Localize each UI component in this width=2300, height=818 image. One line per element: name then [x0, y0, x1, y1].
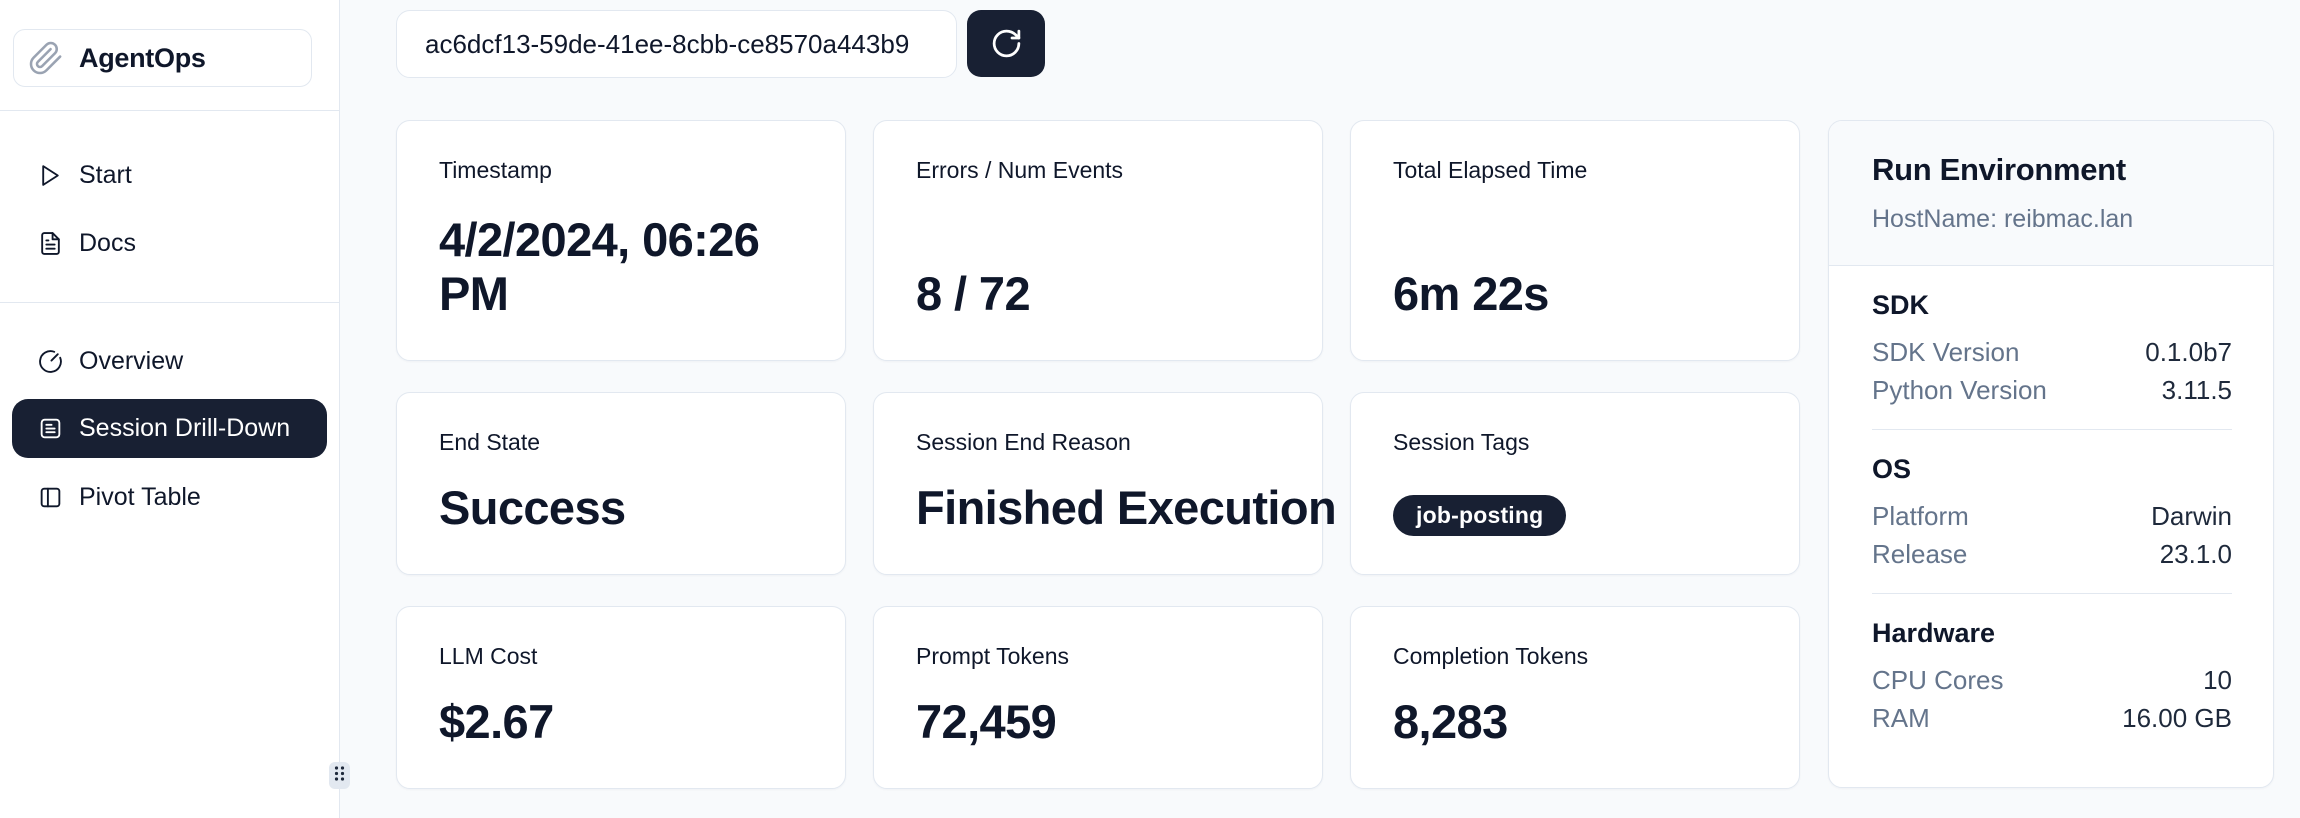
sidebar-item-label: Pivot Table: [79, 482, 201, 511]
hostname-text: HostName: reibmac.lan: [1872, 205, 2134, 233]
metric-card-session-tags: Session Tags job-posting: [1350, 392, 1800, 575]
session-icon: [38, 416, 63, 441]
metric-card-value: 6m 22s: [1393, 267, 1549, 321]
env-row-label: Python Version: [1872, 375, 2047, 405]
env-section-hardware: Hardware CPU Cores 10 RAM 16.00 GB: [1872, 594, 2232, 757]
gauge-icon: [38, 349, 63, 374]
metric-card-value: 8,283: [1393, 695, 1508, 749]
metric-card-label: Completion Tokens: [1393, 643, 1589, 669]
agentops-logo-icon: [28, 40, 64, 76]
sidebar-item-overview[interactable]: Overview: [0, 327, 339, 395]
metric-card-value: 72,459: [916, 695, 1057, 749]
metric-card-value: 8 / 72: [916, 267, 1031, 321]
env-row-release: Release 23.1.0: [1872, 535, 2232, 573]
env-row-value: 0.1.0b7: [2145, 337, 2232, 367]
agentops-logo[interactable]: AgentOps: [13, 29, 312, 87]
env-section-os: OS Platform Darwin Release 23.1.0: [1872, 430, 2232, 594]
env-section-heading: Hardware: [1872, 618, 1996, 648]
metric-card-value: Finished Execution: [916, 481, 1337, 535]
session-tags-row: job-posting: [1393, 495, 1757, 536]
pivot-icon: [38, 485, 63, 510]
metric-card-llm-cost: LLM Cost $2.67: [396, 606, 846, 789]
env-row-label: CPU Cores: [1872, 665, 2004, 695]
env-row-label: Platform: [1872, 501, 1969, 531]
env-row-cpu-cores: CPU Cores 10: [1872, 661, 2232, 699]
metric-card-label: Errors / Num Events: [916, 157, 1124, 183]
metric-card-label: Prompt Tokens: [916, 643, 1069, 669]
metric-card-end-state: End State Success: [396, 392, 846, 575]
sidebar-item-label: Overview: [79, 346, 184, 375]
session-tag-badge[interactable]: job-posting: [1393, 495, 1567, 536]
sidebar-item-start[interactable]: Start: [0, 141, 339, 209]
env-row-platform: Platform Darwin: [1872, 497, 2232, 535]
metric-card-timestamp: Timestamp 4/2/2024, 06:26 PM: [396, 120, 846, 361]
metric-card-value: 4/2/2024, 06:26 PM: [439, 212, 760, 321]
run-environment-body: SDK SDK Version 0.1.0b7 Python Version 3.11.…: [1829, 266, 2273, 757]
env-section-sdk: SDK SDK Version 0.1.0b7 Python Version 3.11.…: [1872, 266, 2232, 430]
env-row-python-version: Python Version 3.11.5: [1872, 371, 2232, 409]
docs-icon: [38, 231, 63, 256]
env-section-heading: OS: [1872, 454, 1912, 484]
refresh-button[interactable]: [967, 10, 1045, 77]
metric-card-label: Session Tags: [1393, 429, 1530, 455]
sidebar-resize-handle[interactable]: [329, 762, 350, 789]
sidebar-item-label: Docs: [79, 228, 136, 257]
env-row-sdk-version: SDK Version 0.1.0b7: [1872, 333, 2232, 371]
sidebar-item-label: Session Drill-Down: [79, 414, 291, 442]
run-environment-panel: Run Environment HostName: reibmac.lan SD…: [1828, 120, 2274, 788]
env-row-value: 3.11.5: [2161, 375, 2232, 405]
metrics-grid: Timestamp 4/2/2024, 06:26 PM Errors / Num …: [396, 120, 1800, 789]
session-id-input[interactable]: [396, 10, 957, 78]
sidebar-nav-main: Overview Session Drill-Down Pivot Table: [0, 327, 339, 531]
env-row-value: Darwin: [2151, 501, 2232, 531]
sidebar-item-pivot-table[interactable]: Pivot Table: [0, 463, 339, 531]
metric-card-total-elapsed-time: Total Elapsed Time 6m 22s: [1350, 120, 1800, 361]
env-section-heading: SDK: [1872, 290, 1930, 320]
sidebar-item-docs[interactable]: Docs: [0, 209, 339, 277]
metric-card-prompt-tokens: Prompt Tokens 72,459: [873, 606, 1323, 789]
metric-card-completion-tokens: Completion Tokens 8,283: [1350, 606, 1800, 789]
metric-card-value: $2.67: [439, 695, 554, 749]
sidebar-nav-top: Start Docs: [0, 141, 339, 277]
refresh-icon: [990, 27, 1023, 60]
metric-card-value: Success: [439, 481, 626, 535]
metric-card-errors-num-events: Errors / Num Events 8 / 72: [873, 120, 1323, 361]
sidebar-divider: [0, 302, 339, 303]
env-row-label: Release: [1872, 539, 1968, 569]
sidebar-divider: [0, 110, 339, 111]
metric-card-label: Total Elapsed Time: [1393, 157, 1588, 183]
app-title: AgentOps: [79, 42, 206, 73]
env-row-value: 23.1.0: [2159, 539, 2232, 569]
metric-card-session-end-reason: Session End Reason Finished Execution: [873, 392, 1337, 575]
sidebar: AgentOps Start Docs Overview Session Drill…: [0, 0, 350, 818]
sidebar-item-label: Start: [79, 160, 132, 189]
env-row-value: 10: [2203, 665, 2232, 695]
metric-card-label: Session End Reason: [916, 429, 1131, 455]
metric-card-label: End State: [439, 429, 541, 455]
env-row-label: RAM: [1872, 703, 1930, 733]
sidebar-item-session-drill-down[interactable]: Session Drill-Down: [12, 399, 327, 458]
metric-card-label: LLM Cost: [439, 643, 538, 669]
run-environment-title: Run Environment: [1872, 152, 2126, 187]
run-environment-header: Run Environment HostName: reibmac.lan: [1829, 121, 2273, 266]
metric-card-label: Timestamp: [439, 157, 552, 183]
env-row-value: 16.00 GB: [2122, 703, 2232, 733]
main-content: Timestamp 4/2/2024, 06:26 PM Errors / Num …: [340, 0, 2300, 818]
grip-dots-icon: [333, 765, 346, 787]
env-row-ram: RAM 16.00 GB: [1872, 699, 2232, 737]
play-icon: [38, 163, 63, 188]
env-row-label: SDK Version: [1872, 337, 2020, 367]
